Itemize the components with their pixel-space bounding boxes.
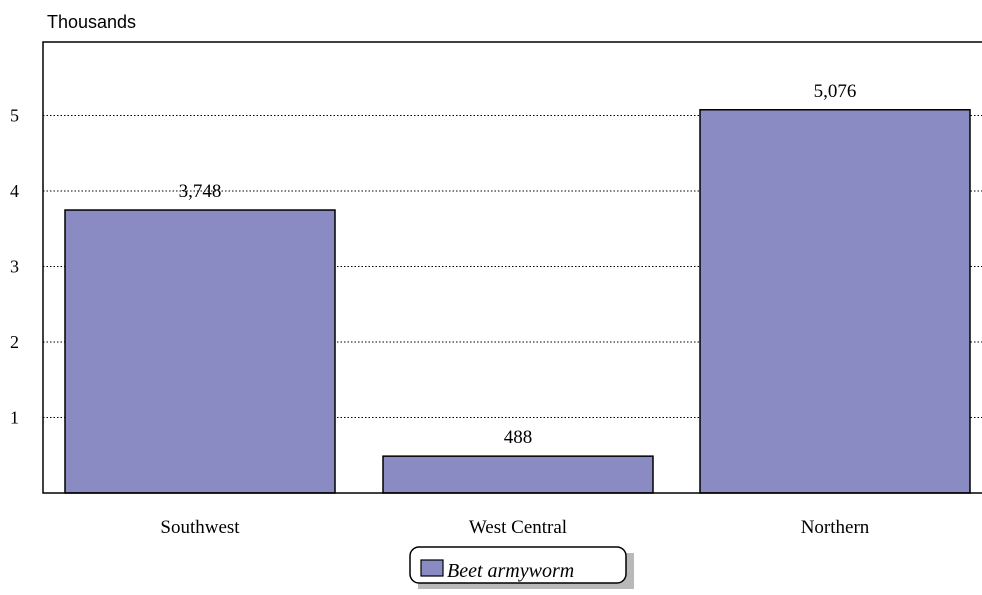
y-tick-label: 2 xyxy=(10,332,19,352)
bars xyxy=(64,109,971,494)
y-tick-label: 5 xyxy=(10,106,19,126)
x-category-label: Southwest xyxy=(160,517,240,538)
y-axis-ticks: 1 2 3 4 5 xyxy=(10,106,19,428)
x-category-label: West Central xyxy=(469,517,567,538)
x-category-label: Northern xyxy=(801,517,870,538)
data-label: 5,076 xyxy=(814,81,857,102)
data-labels: 3,748 488 5,076 xyxy=(179,81,857,448)
data-label: 488 xyxy=(504,427,533,448)
bar xyxy=(699,109,971,494)
bar xyxy=(64,209,336,494)
data-label: 3,748 xyxy=(179,181,222,202)
legend-swatch xyxy=(420,559,444,577)
y-unit-label: Thousands xyxy=(47,12,136,32)
legend-box xyxy=(409,546,627,584)
y-tick-label: 3 xyxy=(10,257,19,277)
plot-frame xyxy=(42,41,982,494)
legend-label: Beet armyworm xyxy=(447,560,574,582)
legend: Beet armyworm xyxy=(409,546,634,589)
bar xyxy=(382,455,654,494)
y-tick-label: 4 xyxy=(10,181,19,201)
x-axis-labels: Southwest West Central Northern xyxy=(160,517,869,538)
gridlines xyxy=(43,115,982,418)
y-tick-label: 1 xyxy=(10,408,19,428)
